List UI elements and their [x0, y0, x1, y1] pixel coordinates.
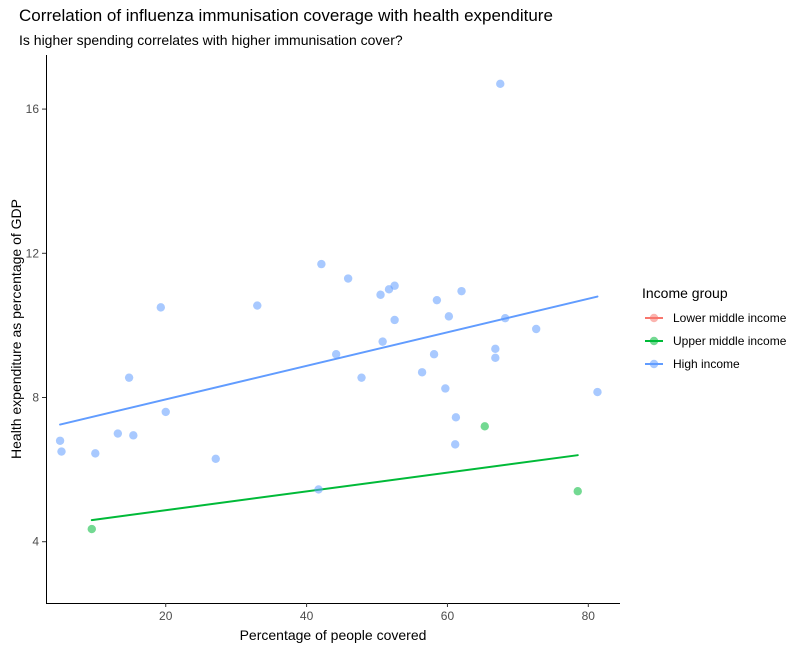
data-point — [441, 384, 450, 393]
legend-entries: Lower middle income Upper middle income Hi… — [645, 311, 787, 371]
y-tick-label: 4 — [32, 535, 39, 549]
y-tick-label: 12 — [26, 246, 40, 260]
legend-key-point — [649, 359, 659, 369]
fit-line-high-income — [59, 295, 599, 426]
legend-label: Upper middle income — [673, 334, 787, 348]
x-tick-label: 80 — [582, 609, 596, 623]
data-point — [161, 407, 170, 417]
data-point — [343, 274, 353, 283]
chart-title: Correlation of influenza immunisation co… — [19, 6, 553, 25]
legend-label: Lower middle income — [673, 311, 787, 325]
legend-label: High income — [673, 357, 740, 371]
data-point — [87, 524, 96, 534]
data-point — [253, 301, 262, 310]
data-point — [55, 436, 65, 445]
fit-line-upper-middle-income — [90, 454, 579, 522]
legend-key-point — [649, 336, 659, 346]
data-point — [91, 449, 100, 458]
data-point — [317, 259, 326, 269]
data-point — [314, 485, 323, 494]
y-tick-label: 16 — [26, 102, 40, 116]
data-points — [55, 79, 602, 534]
data-point — [417, 368, 427, 377]
y-axis-title: Health expenditure as percentage of GDP — [8, 199, 24, 459]
data-point — [390, 315, 399, 325]
data-point — [491, 344, 500, 354]
data-point — [113, 429, 123, 438]
legend: Income group Lower middle income Upper mi… — [642, 285, 787, 371]
y-tick-label: 8 — [32, 391, 39, 405]
data-point — [384, 285, 394, 294]
x-ticks: 20 40 60 80 — [159, 603, 595, 623]
data-point — [156, 303, 165, 312]
x-tick-label: 60 — [441, 609, 455, 623]
data-point — [378, 337, 387, 346]
data-point — [429, 350, 439, 359]
data-point — [57, 447, 66, 456]
data-point — [457, 286, 466, 296]
x-axis-title: Percentage of people covered — [240, 627, 427, 643]
data-point — [501, 313, 510, 323]
data-point — [450, 440, 460, 449]
data-point — [573, 487, 582, 496]
legend-title: Income group — [642, 285, 728, 301]
data-point — [491, 353, 500, 363]
data-point — [432, 295, 442, 305]
data-point — [211, 454, 220, 463]
data-point — [444, 312, 454, 321]
fit-lines — [59, 295, 599, 522]
chart-subtitle: Is higher spending correlates with highe… — [19, 32, 403, 48]
x-tick-label: 20 — [159, 609, 173, 623]
data-point — [124, 373, 134, 382]
x-tick-label: 40 — [300, 609, 314, 623]
data-point — [496, 79, 505, 89]
data-point — [531, 324, 541, 334]
data-point — [593, 387, 602, 397]
data-point — [357, 373, 366, 382]
data-point — [451, 413, 461, 422]
data-point — [376, 290, 385, 299]
data-point — [331, 350, 341, 359]
y-ticks: 4 8 12 16 — [26, 102, 46, 549]
data-point — [480, 422, 489, 431]
data-point — [129, 431, 138, 440]
legend-key-point — [649, 313, 659, 323]
